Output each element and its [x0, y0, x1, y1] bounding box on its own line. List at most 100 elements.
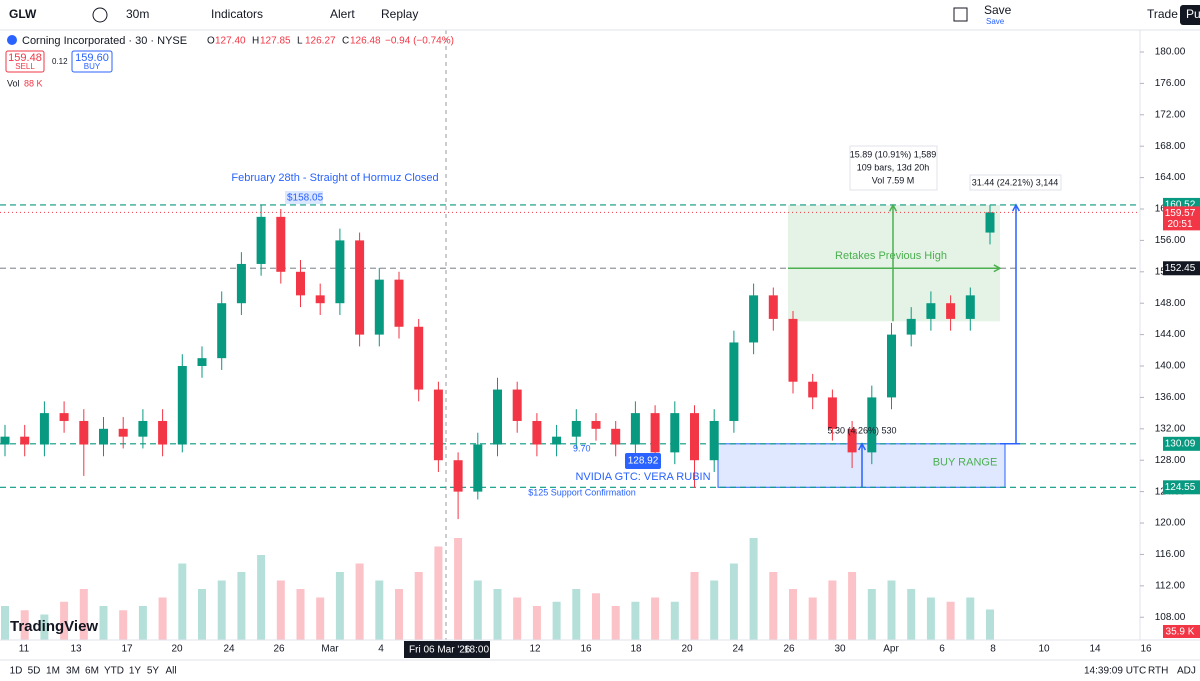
x-tick-label: 20	[681, 644, 693, 655]
candle-body	[906, 318, 916, 335]
volume-bar	[60, 601, 69, 640]
candle-body	[887, 334, 896, 398]
add-symbol[interactable]	[92, 7, 108, 23]
trade[interactable]: Trade	[1147, 7, 1178, 21]
y-tick-label: 144.00	[1155, 329, 1186, 340]
save[interactable]: Save	[984, 3, 1012, 17]
symbol[interactable]: GLW	[9, 7, 37, 21]
vol-value: 88 K	[24, 78, 43, 88]
volume-bar	[198, 589, 206, 640]
measure-text: 5.30 (4.26%) 530	[827, 425, 896, 435]
last-price-tag	[1163, 206, 1200, 231]
candle-body	[355, 240, 365, 335]
price-tag	[1163, 480, 1200, 495]
candle-body	[630, 413, 640, 445]
volume-bar	[710, 580, 719, 640]
candle-body	[217, 303, 227, 359]
volume-bar	[907, 589, 916, 640]
rth[interactable]: RTH	[1148, 666, 1168, 677]
candle-body	[532, 420, 542, 445]
y-tick-label: 168.00	[1155, 141, 1186, 152]
candle-body	[847, 428, 857, 453]
candle-body	[138, 420, 148, 437]
indicators[interactable]: Indicators	[211, 7, 263, 21]
zone-label: Retakes Previous High	[835, 250, 947, 262]
candle-body	[79, 420, 89, 445]
candle-body	[374, 279, 384, 335]
x-tick-label: 16	[580, 644, 592, 655]
volume-bar	[414, 572, 423, 640]
volume-bar	[296, 589, 305, 640]
x-tick-label: 12	[529, 644, 541, 655]
crosshair-date: Fri 06 Mar '26	[409, 645, 471, 656]
arrow-head	[857, 442, 867, 451]
adj[interactable]: ADJ	[1177, 666, 1196, 677]
publish-btn[interactable]	[1180, 5, 1200, 25]
candle-body	[177, 366, 187, 445]
annotation: February 28th - Straight of Hormuz Close…	[231, 172, 438, 184]
measure-box	[849, 145, 938, 191]
x-tick-label: 13	[70, 644, 82, 655]
x-tick-label: Apr	[883, 644, 899, 655]
interval[interactable]: 30m	[126, 7, 149, 21]
range-button[interactable]: All	[165, 666, 176, 677]
x-tick-label: 8	[990, 644, 996, 655]
volume-bar	[257, 555, 266, 640]
range-button[interactable]: 1M	[46, 666, 60, 677]
volume-bar	[493, 589, 502, 640]
annotation: 128.92	[628, 456, 659, 467]
clock: 14:39:09 UTC	[1084, 666, 1146, 677]
candle-body	[867, 397, 877, 453]
y-tick-label: 176.00	[1155, 78, 1186, 89]
candle-body	[650, 413, 660, 453]
candle-body	[335, 240, 345, 304]
volume-bar	[789, 589, 797, 640]
range-button[interactable]: 5D	[28, 666, 41, 677]
spread: 0.12	[52, 57, 68, 66]
legend-key: O	[207, 36, 215, 47]
annotation: NVIDIA GTC: VERA RUBIN	[575, 471, 710, 483]
range-button[interactable]: 6M	[85, 666, 99, 677]
volume-bar	[355, 563, 364, 640]
volume-bar	[592, 593, 600, 640]
range-button[interactable]: 1Y	[129, 666, 142, 677]
sell-box[interactable]	[5, 50, 45, 73]
candle-body	[709, 420, 719, 461]
layout-btn[interactable]	[953, 7, 968, 22]
range-button[interactable]: 3M	[66, 666, 80, 677]
publish[interactable]: Pu	[1186, 7, 1200, 21]
annotation: $158.05	[287, 193, 324, 204]
range-button[interactable]: 5Y	[147, 666, 160, 677]
legend-value: 126.27	[305, 36, 336, 47]
volume-bar	[848, 572, 857, 640]
candle-body	[512, 389, 522, 421]
volume-bar	[158, 597, 167, 640]
annotation: 9.70	[573, 443, 591, 453]
volume-bar	[316, 597, 325, 640]
volume-bar	[237, 572, 246, 640]
buy-box[interactable]	[71, 50, 113, 73]
volume-bar	[887, 580, 896, 640]
candle-body	[276, 216, 286, 272]
alert[interactable]: Alert	[330, 7, 355, 21]
bottom-bar: 1D 5D 1M 3M 6M YTD 1Y 5Y All	[10, 666, 177, 677]
sell-price: 159.48	[8, 52, 42, 64]
zone-label: BUY RANGE	[933, 456, 998, 468]
volume-bar	[454, 538, 463, 640]
symbol-icon	[7, 35, 17, 45]
volume-bar	[473, 580, 482, 640]
y-tick-label: 108.00	[1155, 612, 1186, 623]
range-button[interactable]: 1D	[10, 666, 23, 677]
candle-body	[0, 436, 10, 445]
legend-value: 126.48	[350, 36, 381, 47]
range-button[interactable]: YTD	[104, 666, 124, 677]
x-tick-label: Mar	[321, 644, 339, 655]
measure-text: 31.44 (24.21%) 3,144	[972, 177, 1059, 187]
volume-bar	[611, 606, 620, 640]
candle-body	[670, 413, 680, 453]
x-tick-label: 30	[834, 644, 846, 655]
replay[interactable]: Replay	[381, 7, 418, 21]
volume-bar	[119, 610, 128, 640]
volume-bar	[749, 538, 758, 640]
